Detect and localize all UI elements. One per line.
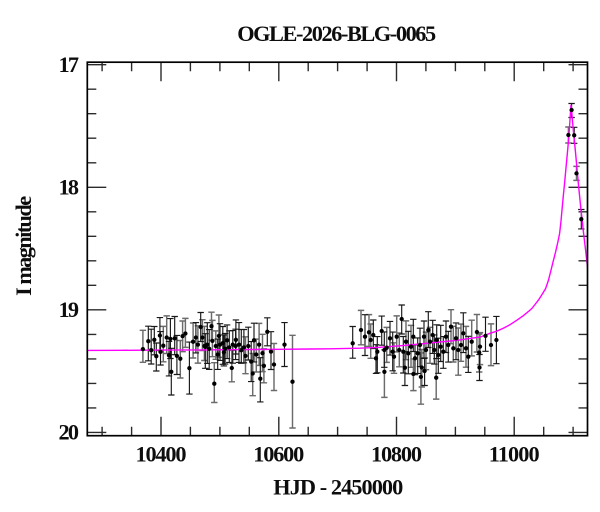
svg-text:10600: 10600 — [253, 441, 304, 466]
svg-text:I magnitude: I magnitude — [11, 196, 36, 296]
svg-text:17: 17 — [59, 52, 80, 77]
svg-text:11000: 11000 — [489, 441, 540, 466]
svg-text:OGLE-2026-BLG-0065: OGLE-2026-BLG-0065 — [237, 21, 436, 46]
svg-text:10800: 10800 — [371, 441, 422, 466]
svg-text:19: 19 — [59, 297, 80, 322]
svg-text:HJD - 2450000: HJD - 2450000 — [273, 474, 403, 499]
svg-text:10400: 10400 — [136, 441, 187, 466]
svg-text:20: 20 — [59, 420, 80, 445]
svg-text:18: 18 — [59, 175, 80, 200]
